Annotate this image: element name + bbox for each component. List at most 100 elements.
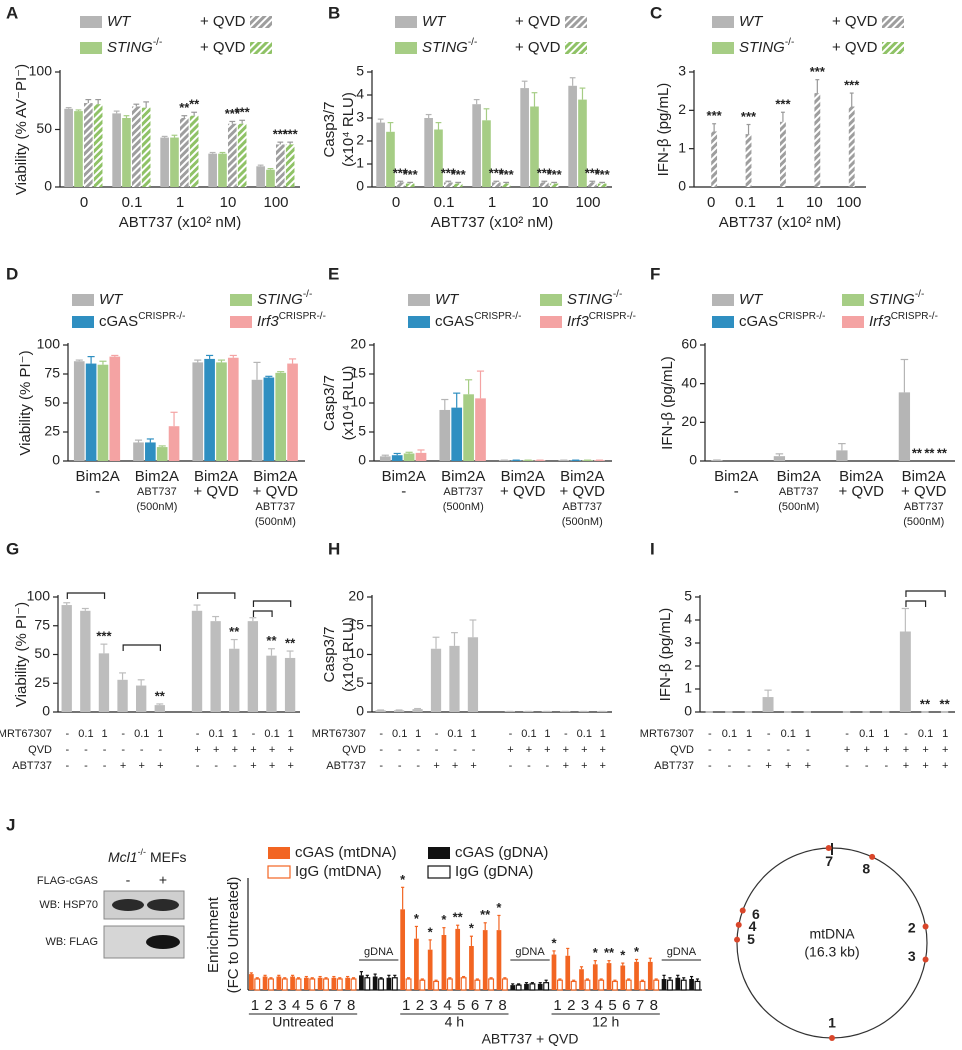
x-tick-label: 8 <box>347 997 355 1014</box>
legend-swatch <box>230 294 252 306</box>
legend-swatch <box>428 847 450 859</box>
y-axis-label: Viability (% PI⁻) <box>17 350 34 455</box>
bar <box>474 979 481 991</box>
bar <box>117 679 128 712</box>
condition-value: - <box>453 744 457 756</box>
legend-label: STING-/- <box>739 37 794 56</box>
legend-label: Irf3CRISPR-/- <box>567 311 636 330</box>
bar <box>814 93 821 187</box>
x-tick-label: Bim2A <box>777 468 821 485</box>
condition-name: ABT737 <box>326 760 366 772</box>
y-tick-label: 0 <box>44 178 52 194</box>
bar <box>229 648 240 712</box>
y-axis-label: Casp3/7 <box>321 627 338 683</box>
x-tick-label: 7 <box>636 997 644 1014</box>
legend-label: + QVD <box>200 13 246 30</box>
bar <box>419 979 426 991</box>
x-tick-label: + QVD <box>253 483 299 500</box>
legend-label: + QVD <box>832 39 878 56</box>
condition-value: - <box>121 728 125 740</box>
y-tick-label: 60 <box>681 336 697 352</box>
bar <box>93 104 103 187</box>
legend-name: WT <box>422 13 447 30</box>
y-tick-label: 5 <box>356 674 364 690</box>
x-tick-label: ABT737 <box>256 501 296 513</box>
x-tick-label: + QVD <box>560 483 606 500</box>
bar <box>472 104 481 187</box>
bar <box>359 975 364 990</box>
bar <box>266 655 277 712</box>
condition-value: 0.1 <box>521 728 536 740</box>
x-tick-label: 0.1 <box>735 194 756 211</box>
bar <box>836 450 848 461</box>
y-tick-label: 2 <box>356 132 364 148</box>
legend-name: STING <box>567 291 613 308</box>
x-tick-label: 1 <box>402 997 410 1014</box>
x-tick-label: Bim2A <box>501 468 545 485</box>
condition-value: - <box>728 760 732 772</box>
bar <box>524 983 529 990</box>
condition-value: + <box>139 760 145 772</box>
significance: ** <box>453 910 464 925</box>
legend-swatch <box>408 316 430 328</box>
legend-label: + QVD <box>515 13 561 30</box>
bar <box>510 985 516 990</box>
x-tick-label: 4 <box>292 997 300 1014</box>
bar <box>639 980 646 991</box>
western-blot: Mcl1-/- MEFs FLAG-cGAS - + WB: HSP70 WB:… <box>37 847 187 959</box>
x-tick-label: (500nM) <box>136 501 177 513</box>
legend-name: + QVD <box>832 39 878 56</box>
legend-superscript: CRISPR-/- <box>138 311 185 322</box>
bar <box>745 134 752 187</box>
significance: * <box>496 900 502 915</box>
condition-value: - <box>121 744 125 756</box>
x-tick-label: Bim2A <box>135 468 179 485</box>
mtdna-map: mtDNA (16.3 kb) 1 2 3 45 6 7 8 <box>734 843 929 1041</box>
condition-value: - <box>527 760 531 772</box>
gdna-label: gDNA <box>515 946 545 958</box>
bar <box>336 978 343 991</box>
x-tick-label: ABT737 <box>562 501 602 513</box>
site-label: 3 <box>908 948 916 964</box>
bar <box>276 976 282 990</box>
bar <box>405 978 412 991</box>
bar <box>145 442 156 461</box>
condition-value: - <box>546 760 550 772</box>
bar <box>248 974 254 990</box>
comparison-bracket <box>252 610 273 617</box>
bar <box>393 710 405 712</box>
bar <box>543 982 550 991</box>
bar <box>451 407 463 461</box>
y-tick-label: 3 <box>356 109 364 125</box>
x-tick-label: (500nM) <box>562 516 603 528</box>
legend-label: WT <box>422 13 447 30</box>
lane-label: + <box>159 872 167 888</box>
bar <box>540 182 549 187</box>
bar <box>414 938 419 990</box>
bar <box>467 637 479 712</box>
x-tick-label: 0.1 <box>122 194 143 211</box>
x-tick-label: 5 <box>457 997 465 1014</box>
condition-value: 0.1 <box>392 728 407 740</box>
bar <box>441 935 447 990</box>
site-dot <box>922 956 929 963</box>
condition-value: + <box>269 744 275 756</box>
legend-superscript: CRISPR-/- <box>474 311 521 322</box>
significance: ** <box>937 445 948 460</box>
panel-label: I <box>650 539 655 558</box>
condition-value: - <box>435 744 439 756</box>
legend-label: STING-/- <box>869 289 924 308</box>
bar <box>84 103 93 187</box>
significance: *** <box>775 97 791 112</box>
legend-name: WT <box>739 13 764 30</box>
legend-label: IgG (mtDNA) <box>295 863 382 880</box>
legend-swatch <box>72 316 94 328</box>
condition-value: - <box>379 744 383 756</box>
bar <box>711 131 718 187</box>
row-label: FLAG-cGAS <box>37 875 98 887</box>
condition-value: - <box>84 744 88 756</box>
legend-name: STING <box>739 39 785 56</box>
x-tick-label: 10 <box>220 194 237 211</box>
significance: *** <box>489 166 505 181</box>
bar <box>262 976 268 990</box>
